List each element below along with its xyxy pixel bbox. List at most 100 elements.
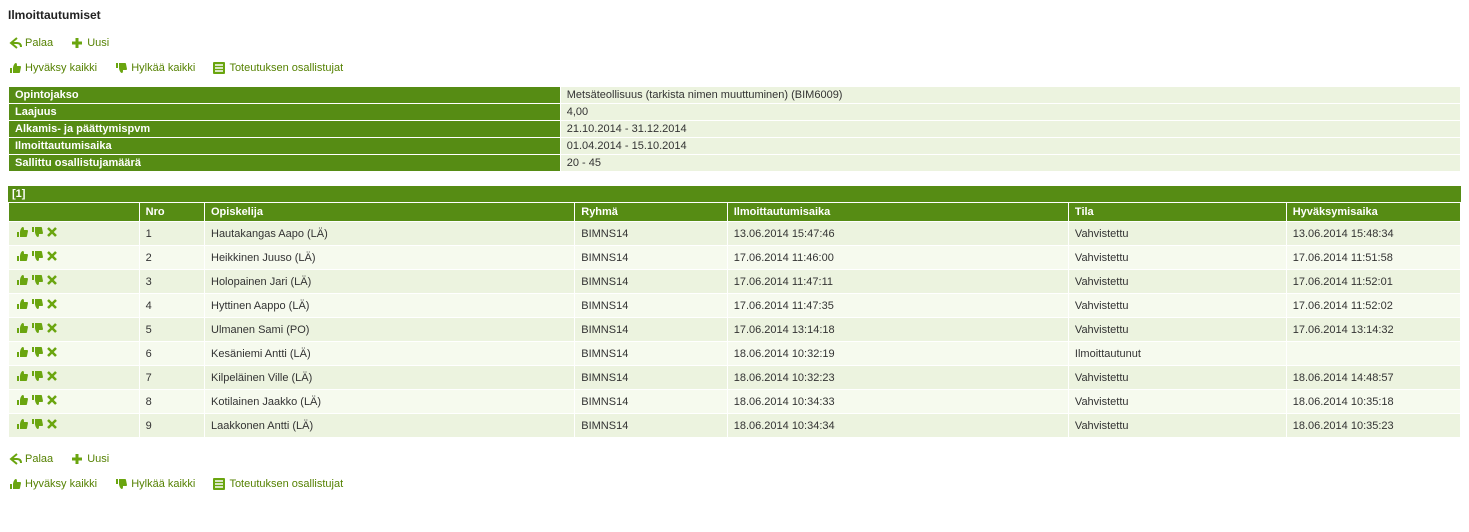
back-label: Palaa bbox=[25, 37, 53, 49]
cell-nro: 1 bbox=[139, 222, 204, 246]
table-row: 6Kesäniemi Antti (LÄ)BIMNS1418.06.2014 1… bbox=[9, 342, 1461, 366]
cell-reg-time: 17.06.2014 11:46:00 bbox=[727, 246, 1068, 270]
row-accept-icon[interactable] bbox=[15, 369, 29, 383]
cell-group: BIMNS14 bbox=[575, 318, 727, 342]
cell-status: Vahvistettu bbox=[1068, 270, 1286, 294]
info-value-extent: 4,00 bbox=[560, 104, 1460, 121]
list-icon bbox=[212, 477, 226, 491]
list-icon bbox=[212, 61, 226, 75]
cell-reg-time: 18.06.2014 10:34:33 bbox=[727, 390, 1068, 414]
reject-all-label: Hylkää kaikki bbox=[131, 478, 195, 490]
row-delete-icon[interactable] bbox=[45, 417, 59, 431]
cell-student: Kilpeläinen Ville (LÄ) bbox=[205, 366, 575, 390]
row-delete-icon[interactable] bbox=[45, 225, 59, 239]
participants-link[interactable]: Toteutuksen osallistujat bbox=[212, 61, 343, 75]
new-link-bottom[interactable]: Uusi bbox=[70, 452, 109, 466]
reject-all-link[interactable]: Hylkää kaikki bbox=[114, 61, 195, 75]
row-reject-icon[interactable] bbox=[30, 417, 44, 431]
reject-all-link-bottom[interactable]: Hylkää kaikki bbox=[114, 477, 195, 491]
row-accept-icon[interactable] bbox=[15, 225, 29, 239]
row-reject-icon[interactable] bbox=[30, 297, 44, 311]
back-label: Palaa bbox=[25, 453, 53, 465]
row-actions bbox=[9, 222, 140, 246]
row-actions bbox=[9, 318, 140, 342]
cell-accept-time: 17.06.2014 13:14:32 bbox=[1286, 318, 1460, 342]
row-accept-icon[interactable] bbox=[15, 345, 29, 359]
row-accept-icon[interactable] bbox=[15, 321, 29, 335]
accept-all-label: Hyväksy kaikki bbox=[25, 478, 97, 490]
cell-group: BIMNS14 bbox=[575, 222, 727, 246]
cell-group: BIMNS14 bbox=[575, 294, 727, 318]
row-reject-icon[interactable] bbox=[30, 345, 44, 359]
row-actions bbox=[9, 246, 140, 270]
cell-student: Ulmanen Sami (PO) bbox=[205, 318, 575, 342]
row-reject-icon[interactable] bbox=[30, 225, 44, 239]
row-reject-icon[interactable] bbox=[30, 273, 44, 287]
back-icon bbox=[8, 36, 22, 50]
row-reject-icon[interactable] bbox=[30, 249, 44, 263]
cell-reg-time: 17.06.2014 13:14:18 bbox=[727, 318, 1068, 342]
thumbs-down-icon bbox=[114, 61, 128, 75]
cell-reg-time: 17.06.2014 11:47:11 bbox=[727, 270, 1068, 294]
participants-link-bottom[interactable]: Toteutuksen osallistujat bbox=[212, 477, 343, 491]
info-label-reg-period: Ilmoittautumisaika bbox=[9, 138, 561, 155]
col-actions bbox=[9, 203, 140, 222]
course-info-table: Opintojakso Metsäteollisuus (tarkista ni… bbox=[8, 86, 1461, 172]
row-accept-icon[interactable] bbox=[15, 417, 29, 431]
new-link[interactable]: Uusi bbox=[70, 36, 109, 50]
row-delete-icon[interactable] bbox=[45, 297, 59, 311]
cell-nro: 2 bbox=[139, 246, 204, 270]
cell-status: Vahvistettu bbox=[1068, 390, 1286, 414]
row-reject-icon[interactable] bbox=[30, 369, 44, 383]
row-actions bbox=[9, 366, 140, 390]
row-delete-icon[interactable] bbox=[45, 393, 59, 407]
info-value-allowed: 20 - 45 bbox=[560, 155, 1460, 172]
participants-label: Toteutuksen osallistujat bbox=[229, 478, 343, 490]
table-row: 4Hyttinen Aappo (LÄ)BIMNS1417.06.2014 11… bbox=[9, 294, 1461, 318]
row-delete-icon[interactable] bbox=[45, 273, 59, 287]
table-row: 9Laakkonen Antti (LÄ)BIMNS1418.06.2014 1… bbox=[9, 414, 1461, 438]
table-row: 7Kilpeläinen Ville (LÄ)BIMNS1418.06.2014… bbox=[9, 366, 1461, 390]
row-accept-icon[interactable] bbox=[15, 273, 29, 287]
row-reject-icon[interactable] bbox=[30, 393, 44, 407]
top-links-row-1: Palaa Uusi bbox=[8, 36, 1461, 53]
accept-all-link[interactable]: Hyväksy kaikki bbox=[8, 61, 97, 75]
cell-status: Ilmoittautunut bbox=[1068, 342, 1286, 366]
row-accept-icon[interactable] bbox=[15, 249, 29, 263]
cell-student: Hyttinen Aappo (LÄ) bbox=[205, 294, 575, 318]
accept-all-link-bottom[interactable]: Hyväksy kaikki bbox=[8, 477, 97, 491]
cell-status: Vahvistettu bbox=[1068, 318, 1286, 342]
cell-status: Vahvistettu bbox=[1068, 294, 1286, 318]
row-reject-icon[interactable] bbox=[30, 321, 44, 335]
cell-nro: 9 bbox=[139, 414, 204, 438]
cell-group: BIMNS14 bbox=[575, 366, 727, 390]
col-reg-time: Ilmoittautumisaika bbox=[727, 203, 1068, 222]
row-actions bbox=[9, 342, 140, 366]
cell-accept-time: 18.06.2014 10:35:23 bbox=[1286, 414, 1460, 438]
row-delete-icon[interactable] bbox=[45, 249, 59, 263]
info-value-dates: 21.10.2014 - 31.12.2014 bbox=[560, 121, 1460, 138]
row-delete-icon[interactable] bbox=[45, 345, 59, 359]
cell-student: Kesäniemi Antti (LÄ) bbox=[205, 342, 575, 366]
cell-student: Kotilainen Jaakko (LÄ) bbox=[205, 390, 575, 414]
back-link[interactable]: Palaa bbox=[8, 36, 53, 50]
table-row: 2Heikkinen Juuso (LÄ)BIMNS1417.06.2014 1… bbox=[9, 246, 1461, 270]
cell-accept-time: 17.06.2014 11:52:02 bbox=[1286, 294, 1460, 318]
cell-student: Hautakangas Aapo (LÄ) bbox=[205, 222, 575, 246]
row-delete-icon[interactable] bbox=[45, 369, 59, 383]
row-accept-icon[interactable] bbox=[15, 297, 29, 311]
cell-group: BIMNS14 bbox=[575, 390, 727, 414]
info-label-allowed: Sallittu osallistujamäärä bbox=[9, 155, 561, 172]
cell-student: Holopainen Jari (LÄ) bbox=[205, 270, 575, 294]
col-nro: Nro bbox=[139, 203, 204, 222]
col-student: Opiskelija bbox=[205, 203, 575, 222]
back-link-bottom[interactable]: Palaa bbox=[8, 452, 53, 466]
top-links-row-2: Hyväksy kaikki Hylkää kaikki Toteutuksen… bbox=[8, 61, 1461, 78]
row-accept-icon[interactable] bbox=[15, 393, 29, 407]
bottom-links-row-2: Hyväksy kaikki Hylkää kaikki Toteutuksen… bbox=[8, 477, 1461, 494]
thumbs-up-icon bbox=[8, 61, 22, 75]
cell-reg-time: 17.06.2014 11:47:35 bbox=[727, 294, 1068, 318]
cell-reg-time: 18.06.2014 10:32:19 bbox=[727, 342, 1068, 366]
row-delete-icon[interactable] bbox=[45, 321, 59, 335]
table-row: 8Kotilainen Jaakko (LÄ)BIMNS1418.06.2014… bbox=[9, 390, 1461, 414]
